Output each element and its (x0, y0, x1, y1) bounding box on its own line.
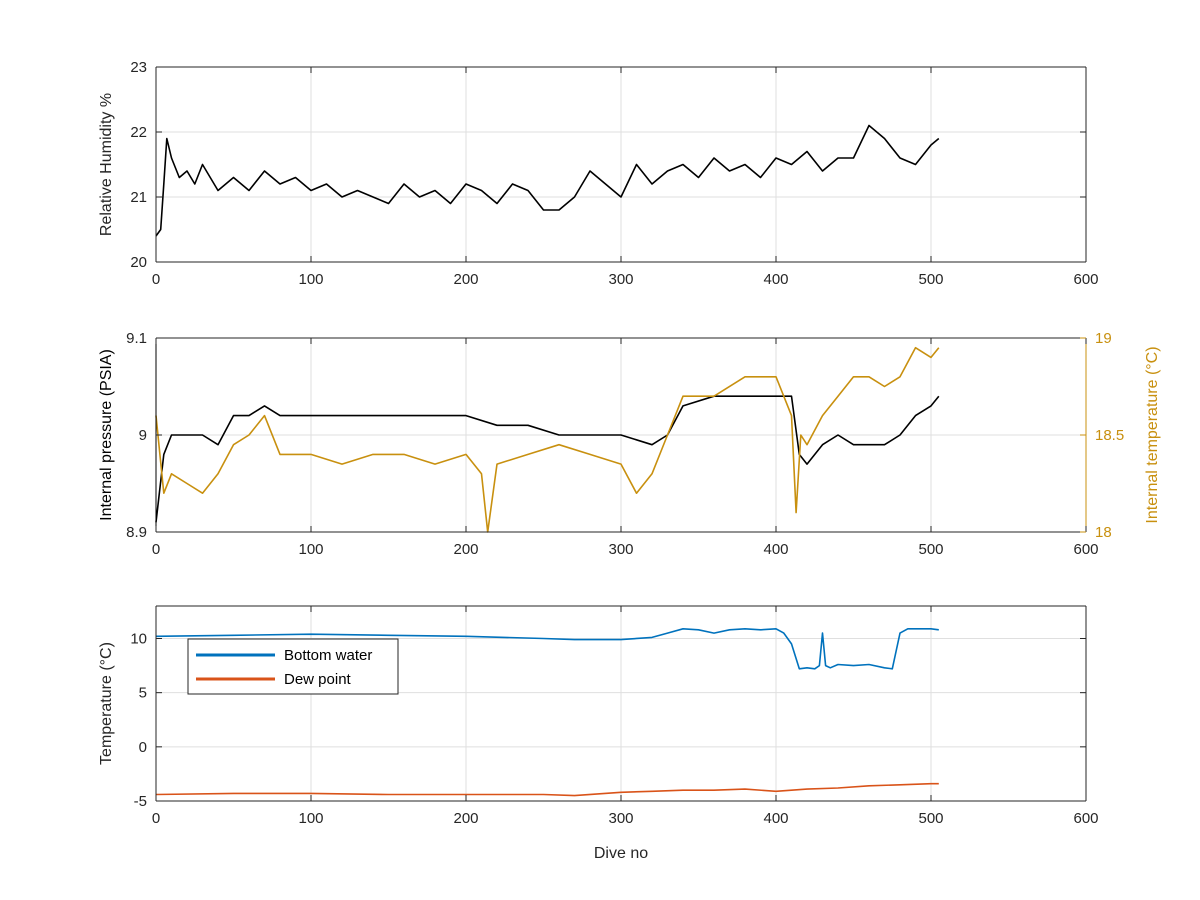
series-line-1 (155, 627, 939, 670)
y-axis-label: Relative Humidity % (98, 93, 115, 236)
x-tick-label: 600 (1073, 271, 1098, 288)
y-tick-label: 9 (139, 427, 147, 444)
legend-box (187, 638, 399, 695)
x-tick-label: 500 (918, 810, 943, 827)
x-tick-label: 100 (298, 810, 323, 827)
chart-panel-1: 0 100 200 300 400 500 600 20 21 22 23 Relative Humi… (98, 59, 1099, 288)
y-tick-label: 23 (130, 59, 147, 76)
x-tick-label: 0 (152, 541, 160, 558)
x-tick-label: 100 (298, 541, 323, 558)
series-line-1 (155, 395, 940, 523)
chart-panel-2: 0 100 200 300 400 500 600 8.9 9 9.1 18 18.5 19 Intern… (98, 330, 1161, 558)
y-tick-label: 10 (130, 631, 147, 648)
x-tick-label: 400 (763, 271, 788, 288)
x-tick-label: 500 (918, 541, 943, 558)
y2-tick-label: 18 (1095, 524, 1112, 541)
legend: Bottom water Dew point (187, 638, 399, 695)
y2-tick-label: 19 (1095, 330, 1112, 347)
legend-label: Bottom water (284, 647, 372, 664)
series-line-2 (155, 346, 940, 533)
x-tick-label: 0 (152, 810, 160, 827)
x-tick-label: 300 (608, 271, 633, 288)
y-tick-label: 22 (130, 124, 147, 141)
y-tick-label: -5 (134, 793, 147, 810)
x-tick-label: 300 (608, 541, 633, 558)
y-tick-label: 5 (139, 685, 147, 702)
y-tick-label: 21 (130, 189, 147, 206)
x-tick-label: 0 (152, 271, 160, 288)
x-tick-label: 200 (453, 271, 478, 288)
y2-tick-label: 18.5 (1095, 427, 1124, 444)
x-tick-label: 100 (298, 271, 323, 288)
chart-panel-3: 0 100 200 300 400 500 600 -5 0 5 10 Temperature (°C… (98, 605, 1099, 862)
legend-label: Dew point (284, 671, 352, 688)
y-tick-label: 9.1 (126, 330, 147, 347)
series-line-1 (155, 124, 940, 237)
y2-axis-label: Internal temperature (°C) (1144, 346, 1161, 523)
x-tick-label: 600 (1073, 541, 1098, 558)
x-tick-label: 300 (608, 810, 633, 827)
y-tick-label: 8.9 (126, 524, 147, 541)
series-line-2 (155, 782, 939, 797)
x-tick-label: 400 (763, 541, 788, 558)
y-tick-label: 0 (139, 739, 147, 756)
x-tick-label: 200 (453, 810, 478, 827)
x-tick-label: 600 (1073, 810, 1098, 827)
x-tick-label: 400 (763, 810, 788, 827)
y-tick-label: 20 (130, 254, 147, 271)
y-axis-label: Internal pressure (PSIA) (98, 349, 115, 521)
x-tick-label: 500 (918, 271, 943, 288)
x-tick-label: 200 (453, 541, 478, 558)
y-axis-label: Temperature (°C) (98, 642, 115, 765)
x-axis-label: Dive no (594, 845, 648, 862)
